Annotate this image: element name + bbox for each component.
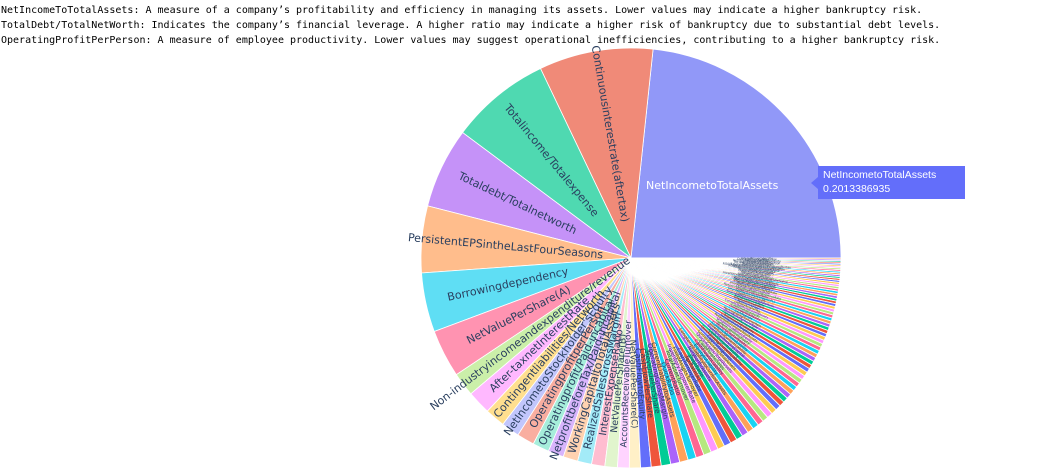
slice-label: NoncurrentassetsturnoverRate (733, 265, 779, 273)
slice-label: Equitytolong-termliability (737, 266, 775, 274)
tooltip-background (818, 166, 965, 199)
note-net-income: NetIncomeToTotalAssets: A measure of a c… (1, 5, 923, 16)
tooltip-label: NetIncometoTotalAssets (823, 169, 937, 181)
notes-block: NetIncomeToTotalAssets: A measure of a c… (1, 3, 1057, 48)
slice-label: ROA(C)beforeinterestanddepreciation (728, 263, 785, 271)
slice-label: Liabilitytoequity (745, 258, 769, 262)
slice-label: AccountsReceivableTurnover (620, 320, 635, 448)
slice-label: NetIncometoTotalAssets (646, 179, 779, 192)
slice-label: Currentliabilitytoliability (738, 268, 774, 276)
pie-slices (420, 47, 842, 469)
slice-label: Allocationrateperperson (738, 271, 774, 280)
hover-tooltip: NetIncometoTotalAssets 0.2013386935 (811, 166, 965, 199)
pie-slice[interactable] (630, 257, 842, 260)
note-total-debt: TotalDebt/TotalNetWorth: Indicates the c… (1, 20, 941, 31)
slice-label: Revenueperperson (742, 271, 771, 279)
pie-slice[interactable] (462, 67, 632, 259)
slice-label: AverageCollectionDays (738, 274, 773, 284)
slice-label: NetValuePerShare(C) (627, 339, 639, 428)
slice-label: Tax-freecontributionsperperson (732, 260, 780, 266)
slice-label: NetIncomeGrowthRate (737, 281, 771, 293)
slice-label: Netincometostockholdersequity (733, 258, 781, 263)
slice-label: Pre-taxnetInterestRate (740, 261, 774, 266)
slice-label: RegularNetProfitGrowthRate (734, 276, 776, 288)
note-operating-profit: OperatingProfitPerPerson: A measure of e… (1, 35, 941, 46)
pie-slice[interactable] (539, 47, 654, 260)
pie-slice[interactable] (630, 48, 842, 259)
slice-label: Interestcoverageratio (741, 256, 774, 260)
slice-label: ROA(B)beforeinterestanddepreciationafter… (723, 261, 792, 269)
slice-label: Fixedassetstoassets (741, 269, 772, 277)
tooltip-value: 0.2013386935 (823, 183, 891, 195)
slice-label: ROA(A)beforeinterestand%aftertax (730, 263, 783, 271)
slice-label: Grossprofittosales (743, 259, 771, 264)
tooltip-pointer (811, 177, 818, 189)
slice-label: Degreeoffinancialleverage (737, 257, 777, 261)
slice-label: Currentliabilitytoequity (739, 267, 774, 275)
slice-label: OperatingProfitRate (742, 262, 772, 268)
